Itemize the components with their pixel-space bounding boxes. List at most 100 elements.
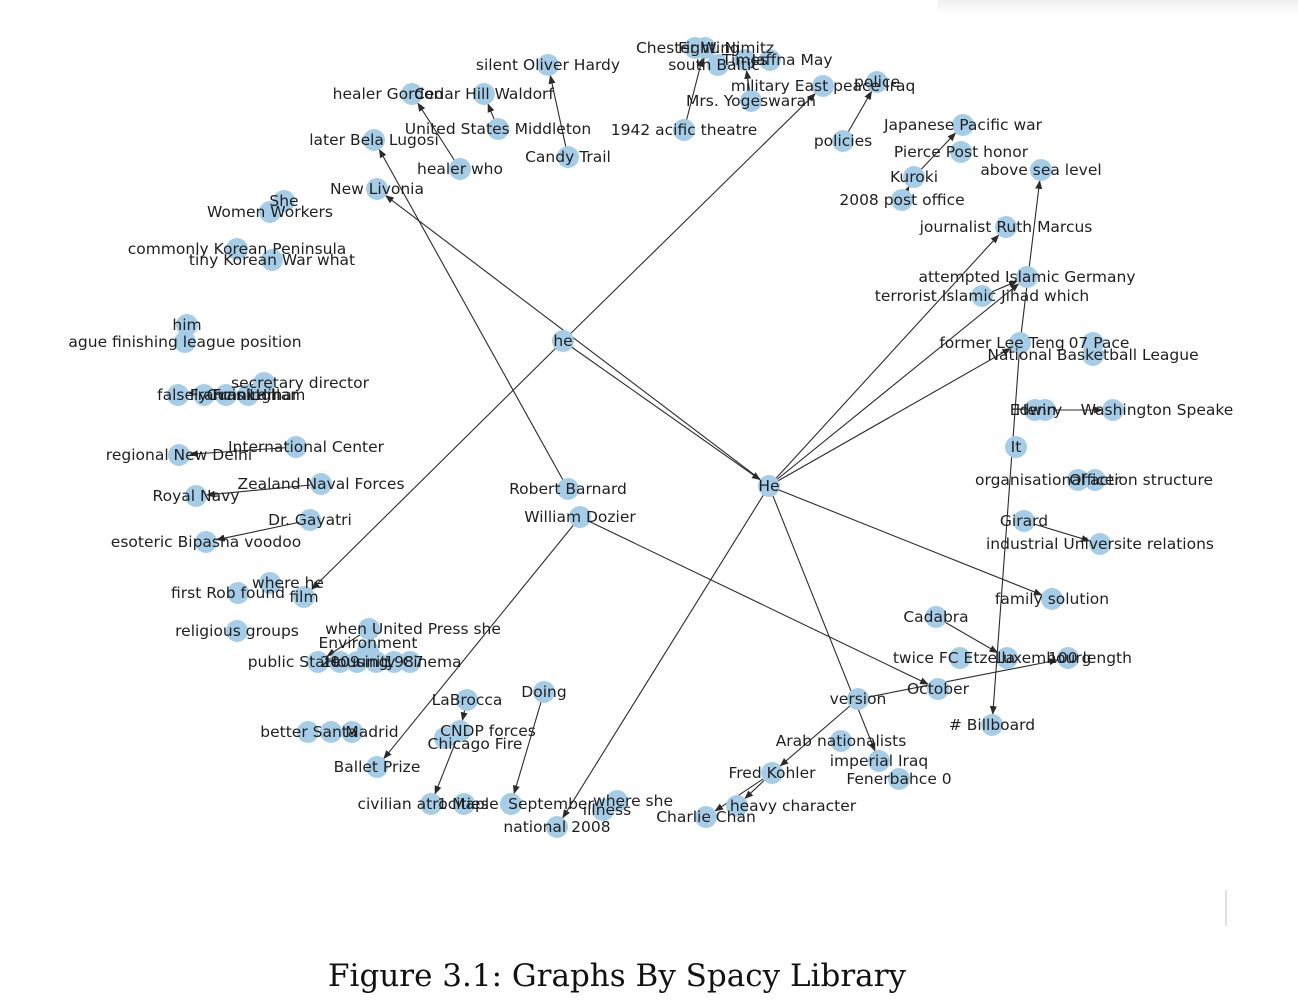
node-santa xyxy=(320,721,342,743)
node-doing xyxy=(533,681,555,703)
node-label-impiraq: imperial Iraq xyxy=(830,752,928,770)
node-ballet xyxy=(366,756,388,778)
node-henry xyxy=(1034,399,1056,421)
node-southb xyxy=(707,54,729,76)
node-chicago xyxy=(434,727,456,749)
node-pacific xyxy=(673,119,695,141)
node-label-gayatri: Dr. Gayatri xyxy=(268,511,352,529)
edge-doing-to-september xyxy=(512,691,545,795)
node-label-fener: Fenerbahce 0 xyxy=(846,770,951,788)
node-livonia xyxy=(366,178,388,200)
node-label-terror: terrorist Islamic Jihad which xyxy=(875,287,1089,305)
node-label-postoff: 2008 post office xyxy=(839,191,964,209)
edge-version-to-length xyxy=(857,658,1059,700)
edge-He_uc-to-ruth xyxy=(768,234,1000,487)
node-label-october: October xyxy=(907,680,970,698)
node-label-cedar: Cedar Hill Waldorf xyxy=(414,85,554,103)
edge-intl-to-regional xyxy=(189,446,297,458)
node-label-sealevel: above sea level xyxy=(980,161,1101,179)
node-robert xyxy=(557,478,579,500)
node-label-usmid: United States Middleton xyxy=(405,120,591,138)
node-label-korwar: tiny Korean War what xyxy=(189,251,355,269)
node-label-falsely: falsely Frank xyxy=(157,386,255,404)
node-dozier xyxy=(569,506,591,528)
node-civilian xyxy=(420,793,442,815)
node-yoges xyxy=(740,90,762,112)
node-times xyxy=(734,49,756,71)
node-label-civilian: civilian atrocities xyxy=(357,795,488,813)
node-label-pubstate: public State xyxy=(248,653,341,671)
node-candy xyxy=(557,146,579,168)
node-label-labrocca: LaBrocca xyxy=(432,691,503,709)
node-label-islamger: attempted Islamic Germany xyxy=(918,268,1135,286)
node-version xyxy=(847,688,869,710)
node-label-religious: religious groups xyxy=(175,622,299,640)
node-label-secdir: secretary director xyxy=(231,374,370,392)
node-label-she: She xyxy=(269,192,298,210)
edge-girard-to-indust xyxy=(1023,520,1091,542)
node-he_lc xyxy=(552,330,574,352)
node-label-cndp: CNDP forces xyxy=(440,722,536,740)
node-islamger xyxy=(1016,266,1038,288)
node-label-twicefc: twice FC Etzella xyxy=(893,649,1015,667)
node-unity xyxy=(365,651,387,673)
node-wherehe xyxy=(259,572,281,594)
node-francis xyxy=(193,384,215,406)
node-label-length: 100 length xyxy=(1048,649,1132,667)
node-label-militaryiraq: military East peace Iraq xyxy=(731,77,916,95)
node-label-pacific: 1942 acific theatre xyxy=(611,121,758,139)
node-label-ruth: journalist Ruth Marcus xyxy=(919,218,1093,236)
node-better xyxy=(297,721,319,743)
node-label-southb: south Baltic xyxy=(668,56,760,74)
node-ague xyxy=(174,331,196,353)
node-label-chicago: Chicago Fire xyxy=(428,735,523,753)
node-firstrob xyxy=(227,582,249,604)
node-label-ague: ague finishing league position xyxy=(68,333,301,351)
edge-pacific-to-fighting xyxy=(683,57,704,131)
node-family xyxy=(1041,588,1063,610)
node-label-regional: regional New Delhi xyxy=(106,446,252,464)
node-pierce xyxy=(950,141,972,163)
node-label-unity: unity xyxy=(356,653,395,671)
node-label-edwin: Edwin xyxy=(1010,401,1056,419)
node-label-better: better xyxy=(260,723,308,741)
node-label-officer: Officer xyxy=(1069,471,1121,489)
edge-healerw-to-healerg xyxy=(417,102,461,170)
edge-zealand-to-royal xyxy=(206,483,322,498)
node-label-cinema: Cinema xyxy=(402,653,461,671)
knowledge-graph: he He Robert Barnard William Dozier silent O… xyxy=(68,37,1233,838)
node-label-esoteric: esoteric Bipasha voodoo xyxy=(111,533,301,551)
node-length xyxy=(1057,647,1079,669)
node-label-heavy: heavy character xyxy=(730,797,857,815)
node-nat2008 xyxy=(546,816,568,838)
node-label-pierce: Pierce Post honor xyxy=(894,143,1029,161)
node-label-dozier: William Dozier xyxy=(524,508,636,526)
node-label-bela: later Bela Lugosi xyxy=(309,131,439,149)
node-policies xyxy=(832,130,854,152)
node-label-maple: 1 Maple xyxy=(437,795,498,813)
node-usmid xyxy=(487,118,509,140)
node-impiraq xyxy=(868,750,890,772)
node-healerw xyxy=(449,158,471,180)
node-label-wherehe: where he xyxy=(252,574,324,592)
node-label-nat2008: national 2008 xyxy=(503,818,610,836)
node-charlie xyxy=(695,806,717,828)
node-zealand xyxy=(310,473,332,495)
node-It xyxy=(1005,436,1027,458)
node-intl xyxy=(285,436,307,458)
node-label-It: It xyxy=(1011,438,1022,456)
node-wash xyxy=(1102,399,1124,421)
node-police xyxy=(866,71,888,93)
node-religious xyxy=(226,620,248,642)
node-label-illness: illness xyxy=(583,801,631,819)
node-nba xyxy=(1082,344,1104,366)
node-healerg xyxy=(401,83,423,105)
node-label-he_lc: he xyxy=(553,332,572,350)
node-pubstate xyxy=(307,651,329,673)
node-arabnat xyxy=(830,730,852,752)
node-label-charlie: Charlie Chan xyxy=(656,808,756,826)
graph-edges xyxy=(188,57,1103,819)
node-label-september: September xyxy=(508,795,594,813)
node-film xyxy=(293,586,315,608)
node-september xyxy=(500,793,522,815)
